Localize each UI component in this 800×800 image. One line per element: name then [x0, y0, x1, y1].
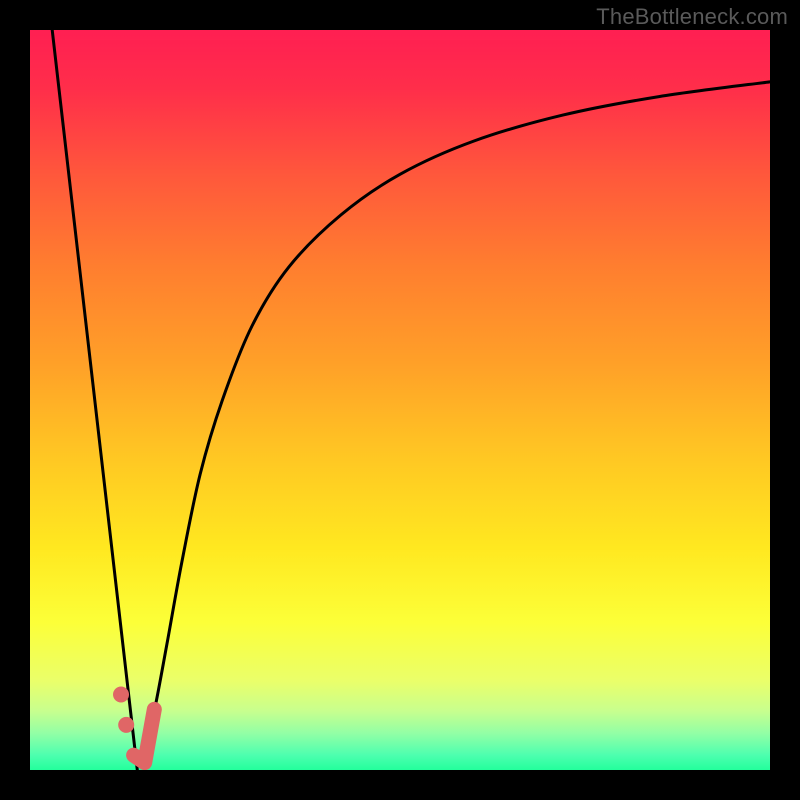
watermark-text: TheBottleneck.com [596, 4, 788, 30]
plot-background [30, 30, 770, 770]
bottleneck-chart [0, 0, 800, 800]
